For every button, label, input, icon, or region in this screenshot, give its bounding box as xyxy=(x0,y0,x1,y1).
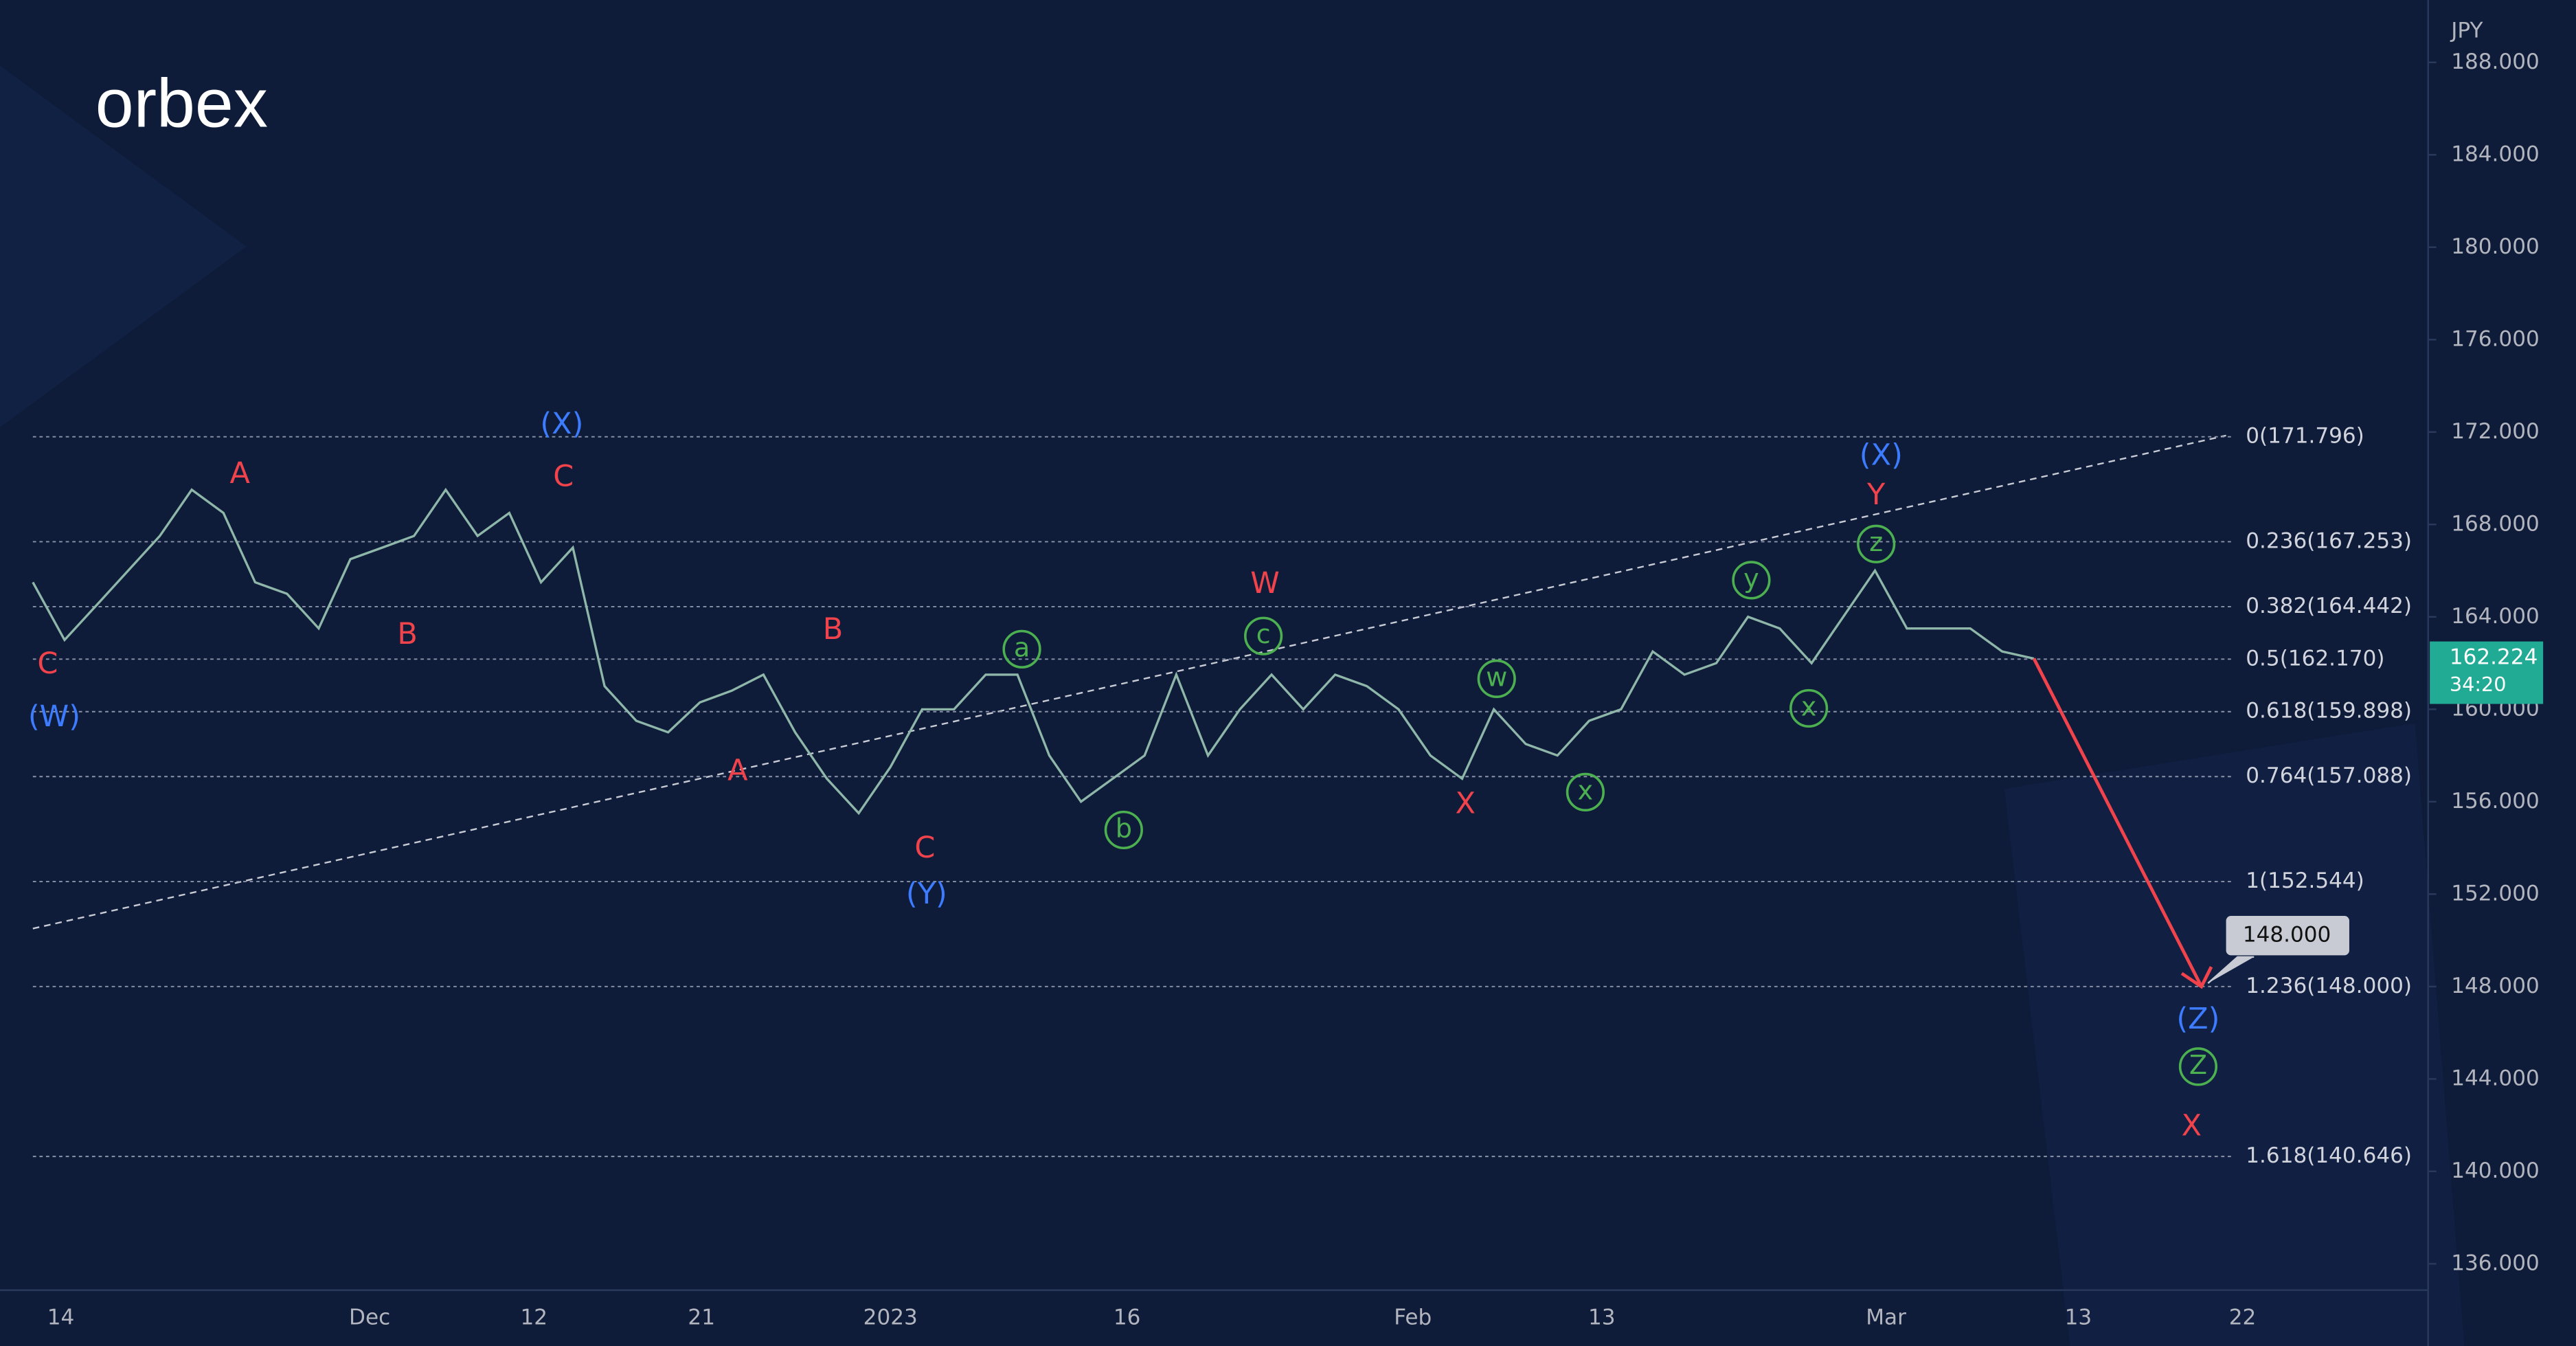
fib-label: 1.618(140.646) xyxy=(2246,1143,2412,1168)
y-tick-label: 136.000 xyxy=(2451,1250,2540,1275)
wave-label: (X) xyxy=(540,407,583,441)
y-tick-label: 148.000 xyxy=(2451,974,2540,998)
countdown: 34:20 xyxy=(2450,673,2507,696)
wave-label: y xyxy=(1743,563,1759,594)
target-pointer xyxy=(2207,956,2255,984)
wave-label: X xyxy=(2182,1108,2202,1143)
wave-label: C xyxy=(37,647,58,681)
wave-label: (Z) xyxy=(2176,1002,2219,1036)
fib-label: 1.236(148.000) xyxy=(2246,974,2412,998)
y-tick-label: 176.000 xyxy=(2451,326,2540,351)
wave-label: A xyxy=(727,754,748,788)
current-price-label: 162.224 xyxy=(2450,645,2538,670)
x-tick-label: 14 xyxy=(47,1305,75,1330)
current-price-box xyxy=(2430,641,2544,704)
wave-circle xyxy=(1789,688,1829,728)
x-tick-label: 22 xyxy=(2229,1305,2257,1330)
fib-label: 0.618(159.898) xyxy=(2246,699,2412,724)
wave-label: A xyxy=(229,456,250,491)
wave-circle xyxy=(1566,772,1605,812)
logo: orbex xyxy=(95,65,268,142)
currency: JPY xyxy=(2450,18,2483,43)
fib-label: 0.5(162.170) xyxy=(2246,646,2384,671)
x-tick-label: Mar xyxy=(1866,1305,1906,1330)
x-tick-label: 21 xyxy=(688,1305,715,1330)
wave-label: Z xyxy=(2189,1050,2207,1081)
y-tick-label: 156.000 xyxy=(2451,789,2540,814)
decor xyxy=(2004,723,2465,1346)
fib-label: 0(171.796) xyxy=(2246,424,2364,449)
x-tick-label: 12 xyxy=(520,1305,547,1330)
wave-circle xyxy=(1244,616,1283,655)
wave-label: z xyxy=(1869,527,1883,558)
wave-label: (W) xyxy=(28,699,80,734)
y-tick-label: 140.000 xyxy=(2451,1158,2540,1183)
y-tick-label: 144.000 xyxy=(2451,1066,2540,1090)
decor xyxy=(0,65,247,427)
wave-circle xyxy=(1104,810,1143,850)
wave-label: b xyxy=(1116,813,1132,844)
fib-label: 0.764(157.088) xyxy=(2246,763,2412,788)
wave-label: X xyxy=(1456,787,1476,821)
wave-label: x xyxy=(1801,691,1817,722)
x-tick-label: 2023 xyxy=(863,1305,918,1330)
price-line xyxy=(32,487,2035,816)
wave-label: x xyxy=(1578,775,1594,806)
y-tick-label: 164.000 xyxy=(2451,604,2540,629)
x-tick-label: 13 xyxy=(1588,1305,1616,1330)
wave-label: C xyxy=(914,831,935,865)
x-tick-label: Feb xyxy=(1394,1305,1432,1330)
target-box xyxy=(2226,915,2349,956)
wave-label: (X) xyxy=(1860,438,1903,472)
wave-label: a xyxy=(1014,632,1030,663)
wave-circle xyxy=(1002,629,1041,669)
y-tick-label: 152.000 xyxy=(2451,881,2540,906)
wave-circle xyxy=(2178,1047,2218,1086)
wave-label: B xyxy=(823,612,844,647)
fib-label: 0.382(164.442) xyxy=(2246,594,2412,618)
wave-label: C xyxy=(553,460,574,494)
x-tick-label: 16 xyxy=(1114,1305,1141,1330)
y-tick-label: 168.000 xyxy=(2451,511,2540,536)
wave-label: c xyxy=(1256,619,1271,650)
wave-label: (Y) xyxy=(906,877,947,911)
y-tick-label: 188.000 xyxy=(2451,49,2540,74)
wave-label: w xyxy=(1486,662,1507,693)
fib-label: 0.236(167.253) xyxy=(2246,528,2412,553)
y-tick-label: 184.000 xyxy=(2451,142,2540,166)
x-tick-label: Dec xyxy=(349,1305,390,1330)
fib-label: 1(152.544) xyxy=(2246,868,2364,893)
wave-circle xyxy=(1477,659,1516,698)
wave-label: W xyxy=(1250,566,1280,601)
target-label: 148.000 xyxy=(2243,923,2331,947)
x-tick-label: 13 xyxy=(2065,1305,2092,1330)
wave-circle xyxy=(1732,561,1771,600)
y-tick-label: 172.000 xyxy=(2451,419,2540,444)
wave-label: B xyxy=(397,617,418,651)
forecast-arrow xyxy=(2032,658,2203,987)
y-tick-label: 180.000 xyxy=(2451,234,2540,259)
arrow-head xyxy=(2180,966,2213,989)
wave-label: Y xyxy=(1866,478,1886,512)
wave-circle xyxy=(1857,524,1896,563)
